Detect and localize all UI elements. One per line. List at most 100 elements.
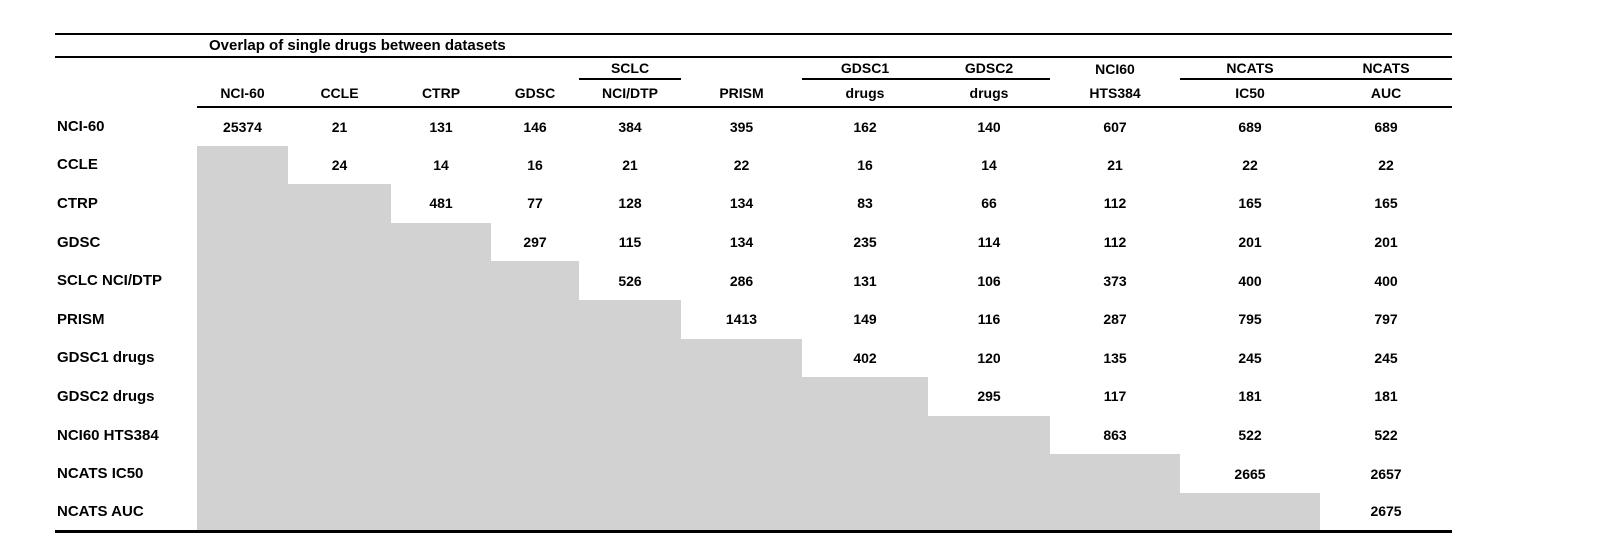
shaded-cell bbox=[288, 377, 391, 416]
shaded-cell bbox=[288, 415, 391, 455]
value-cell: 863 bbox=[1103, 427, 1127, 444]
shaded-cell bbox=[491, 261, 579, 300]
value-cell: 134 bbox=[729, 195, 754, 212]
shaded-cell bbox=[802, 454, 928, 493]
column-header: CCLE bbox=[288, 79, 391, 108]
group-header: NCI60 bbox=[1095, 61, 1135, 77]
shaded-cell bbox=[579, 454, 681, 493]
shaded-cell bbox=[197, 299, 288, 339]
shaded-cell bbox=[681, 377, 802, 416]
spacer-cell bbox=[55, 79, 197, 107]
shaded-cell bbox=[391, 222, 491, 262]
value-cell: 25374 bbox=[223, 118, 262, 135]
value-cell: 2665 bbox=[1234, 465, 1266, 482]
shaded-cell bbox=[288, 299, 391, 339]
value-cell: 384 bbox=[618, 118, 642, 135]
value-cell: 181 bbox=[1238, 388, 1262, 405]
value-cell: 400 bbox=[1238, 272, 1262, 289]
value-cell: 120 bbox=[977, 349, 1001, 366]
value-cell: 66 bbox=[981, 195, 997, 212]
row-label: PRISM bbox=[57, 310, 105, 328]
value-cell: 77 bbox=[527, 195, 543, 212]
row-label: NCATS IC50 bbox=[57, 465, 144, 483]
shaded-cell bbox=[288, 454, 391, 493]
value-cell: 112 bbox=[1103, 195, 1127, 212]
group-header bbox=[288, 57, 391, 79]
value-cell: 114 bbox=[977, 234, 1001, 251]
shaded-cell bbox=[391, 415, 491, 455]
shaded-cell bbox=[928, 415, 1050, 455]
table-row: GDSC2 drugs 295 117 181 181 bbox=[55, 377, 1452, 416]
value-cell: 106 bbox=[977, 272, 1001, 289]
value-cell: 146 bbox=[523, 118, 547, 135]
table-row: NCI60 HTS384 863 522 522 bbox=[55, 415, 1452, 455]
row-label: NCATS AUC bbox=[55, 492, 197, 534]
value-cell: 2657 bbox=[1370, 465, 1402, 482]
table-row: NCI-60 25374 21 131 146 384 395 162 140 607 689 689 bbox=[55, 107, 1452, 146]
value-cell: 297 bbox=[523, 234, 547, 251]
shaded-cell bbox=[579, 377, 681, 416]
shaded-cell bbox=[197, 145, 288, 185]
table-row: PRISM 1413 149 116 287 795 797 bbox=[55, 299, 1452, 339]
group-header: NCATS bbox=[1180, 57, 1320, 80]
row-label: SCLC NCI/DTP bbox=[57, 272, 162, 290]
value-cell: 131 bbox=[853, 272, 877, 289]
group-header-row: SCLC GDSC1 GDSC2 NCI60 NCATS NCATS bbox=[55, 57, 1453, 80]
value-cell: 21 bbox=[331, 118, 348, 135]
table-row: SCLC NCI/DTP 526 286 131 106 373 400 400 bbox=[55, 261, 1452, 300]
shaded-cell bbox=[802, 415, 928, 455]
value-cell: 245 bbox=[1238, 349, 1262, 366]
shaded-cell bbox=[579, 415, 681, 455]
value-cell: 400 bbox=[1374, 272, 1398, 289]
shaded-cell bbox=[197, 377, 288, 416]
value-cell: 689 bbox=[1238, 118, 1262, 135]
row-label: CCLE bbox=[57, 156, 98, 174]
shaded-cell bbox=[197, 454, 288, 493]
table-row: GDSC1 drugs 402 120 135 245 245 bbox=[55, 338, 1452, 378]
shaded-cell bbox=[391, 338, 491, 378]
shaded-cell bbox=[197, 222, 288, 262]
value-cell: 24 bbox=[331, 156, 348, 173]
shaded-cell bbox=[288, 261, 391, 300]
value-cell: 165 bbox=[1238, 195, 1262, 212]
row-label: GDSC2 drugs bbox=[57, 387, 155, 405]
shaded-cell bbox=[802, 377, 928, 416]
table-row: CTRP 481 77 128 134 83 66 112 165 165 bbox=[55, 184, 1452, 223]
value-cell: 115 bbox=[618, 234, 642, 251]
shaded-cell bbox=[491, 454, 579, 493]
value-cell: 162 bbox=[853, 118, 877, 135]
column-header: CTRP bbox=[391, 79, 491, 108]
value-cell: 128 bbox=[618, 195, 642, 212]
value-cell: 83 bbox=[857, 195, 873, 212]
value-cell: 402 bbox=[853, 349, 877, 366]
value-cell: 395 bbox=[729, 118, 754, 135]
value-cell: 287 bbox=[1103, 311, 1127, 328]
value-cell: 21 bbox=[1107, 156, 1123, 173]
shaded-cell bbox=[197, 415, 288, 455]
value-cell: 201 bbox=[1374, 234, 1398, 251]
shaded-cell bbox=[681, 338, 802, 378]
shaded-cell bbox=[391, 454, 491, 493]
group-header: NCATS bbox=[1320, 57, 1453, 80]
shaded-cell bbox=[681, 454, 802, 493]
value-cell: 135 bbox=[1103, 349, 1127, 366]
shaded-cell bbox=[1050, 454, 1180, 493]
shaded-cell bbox=[197, 492, 288, 534]
group-header: GDSC2 bbox=[928, 57, 1050, 80]
group-header: GDSC1 bbox=[802, 57, 928, 80]
shaded-cell bbox=[288, 492, 391, 534]
value-cell: 117 bbox=[1103, 388, 1127, 405]
value-cell: 181 bbox=[1374, 388, 1398, 405]
spacer-cell bbox=[55, 57, 197, 79]
value-cell: 522 bbox=[1374, 427, 1398, 444]
value-cell: 16 bbox=[857, 156, 873, 173]
shaded-cell bbox=[928, 454, 1050, 493]
shaded-cell bbox=[391, 492, 491, 534]
value-cell: 607 bbox=[1103, 118, 1127, 135]
shaded-cell bbox=[681, 492, 802, 534]
value-cell: 795 bbox=[1238, 311, 1262, 328]
row-label: GDSC bbox=[57, 233, 101, 251]
column-header: drugs bbox=[802, 79, 928, 108]
shaded-cell bbox=[288, 184, 391, 223]
shaded-cell bbox=[491, 415, 579, 455]
